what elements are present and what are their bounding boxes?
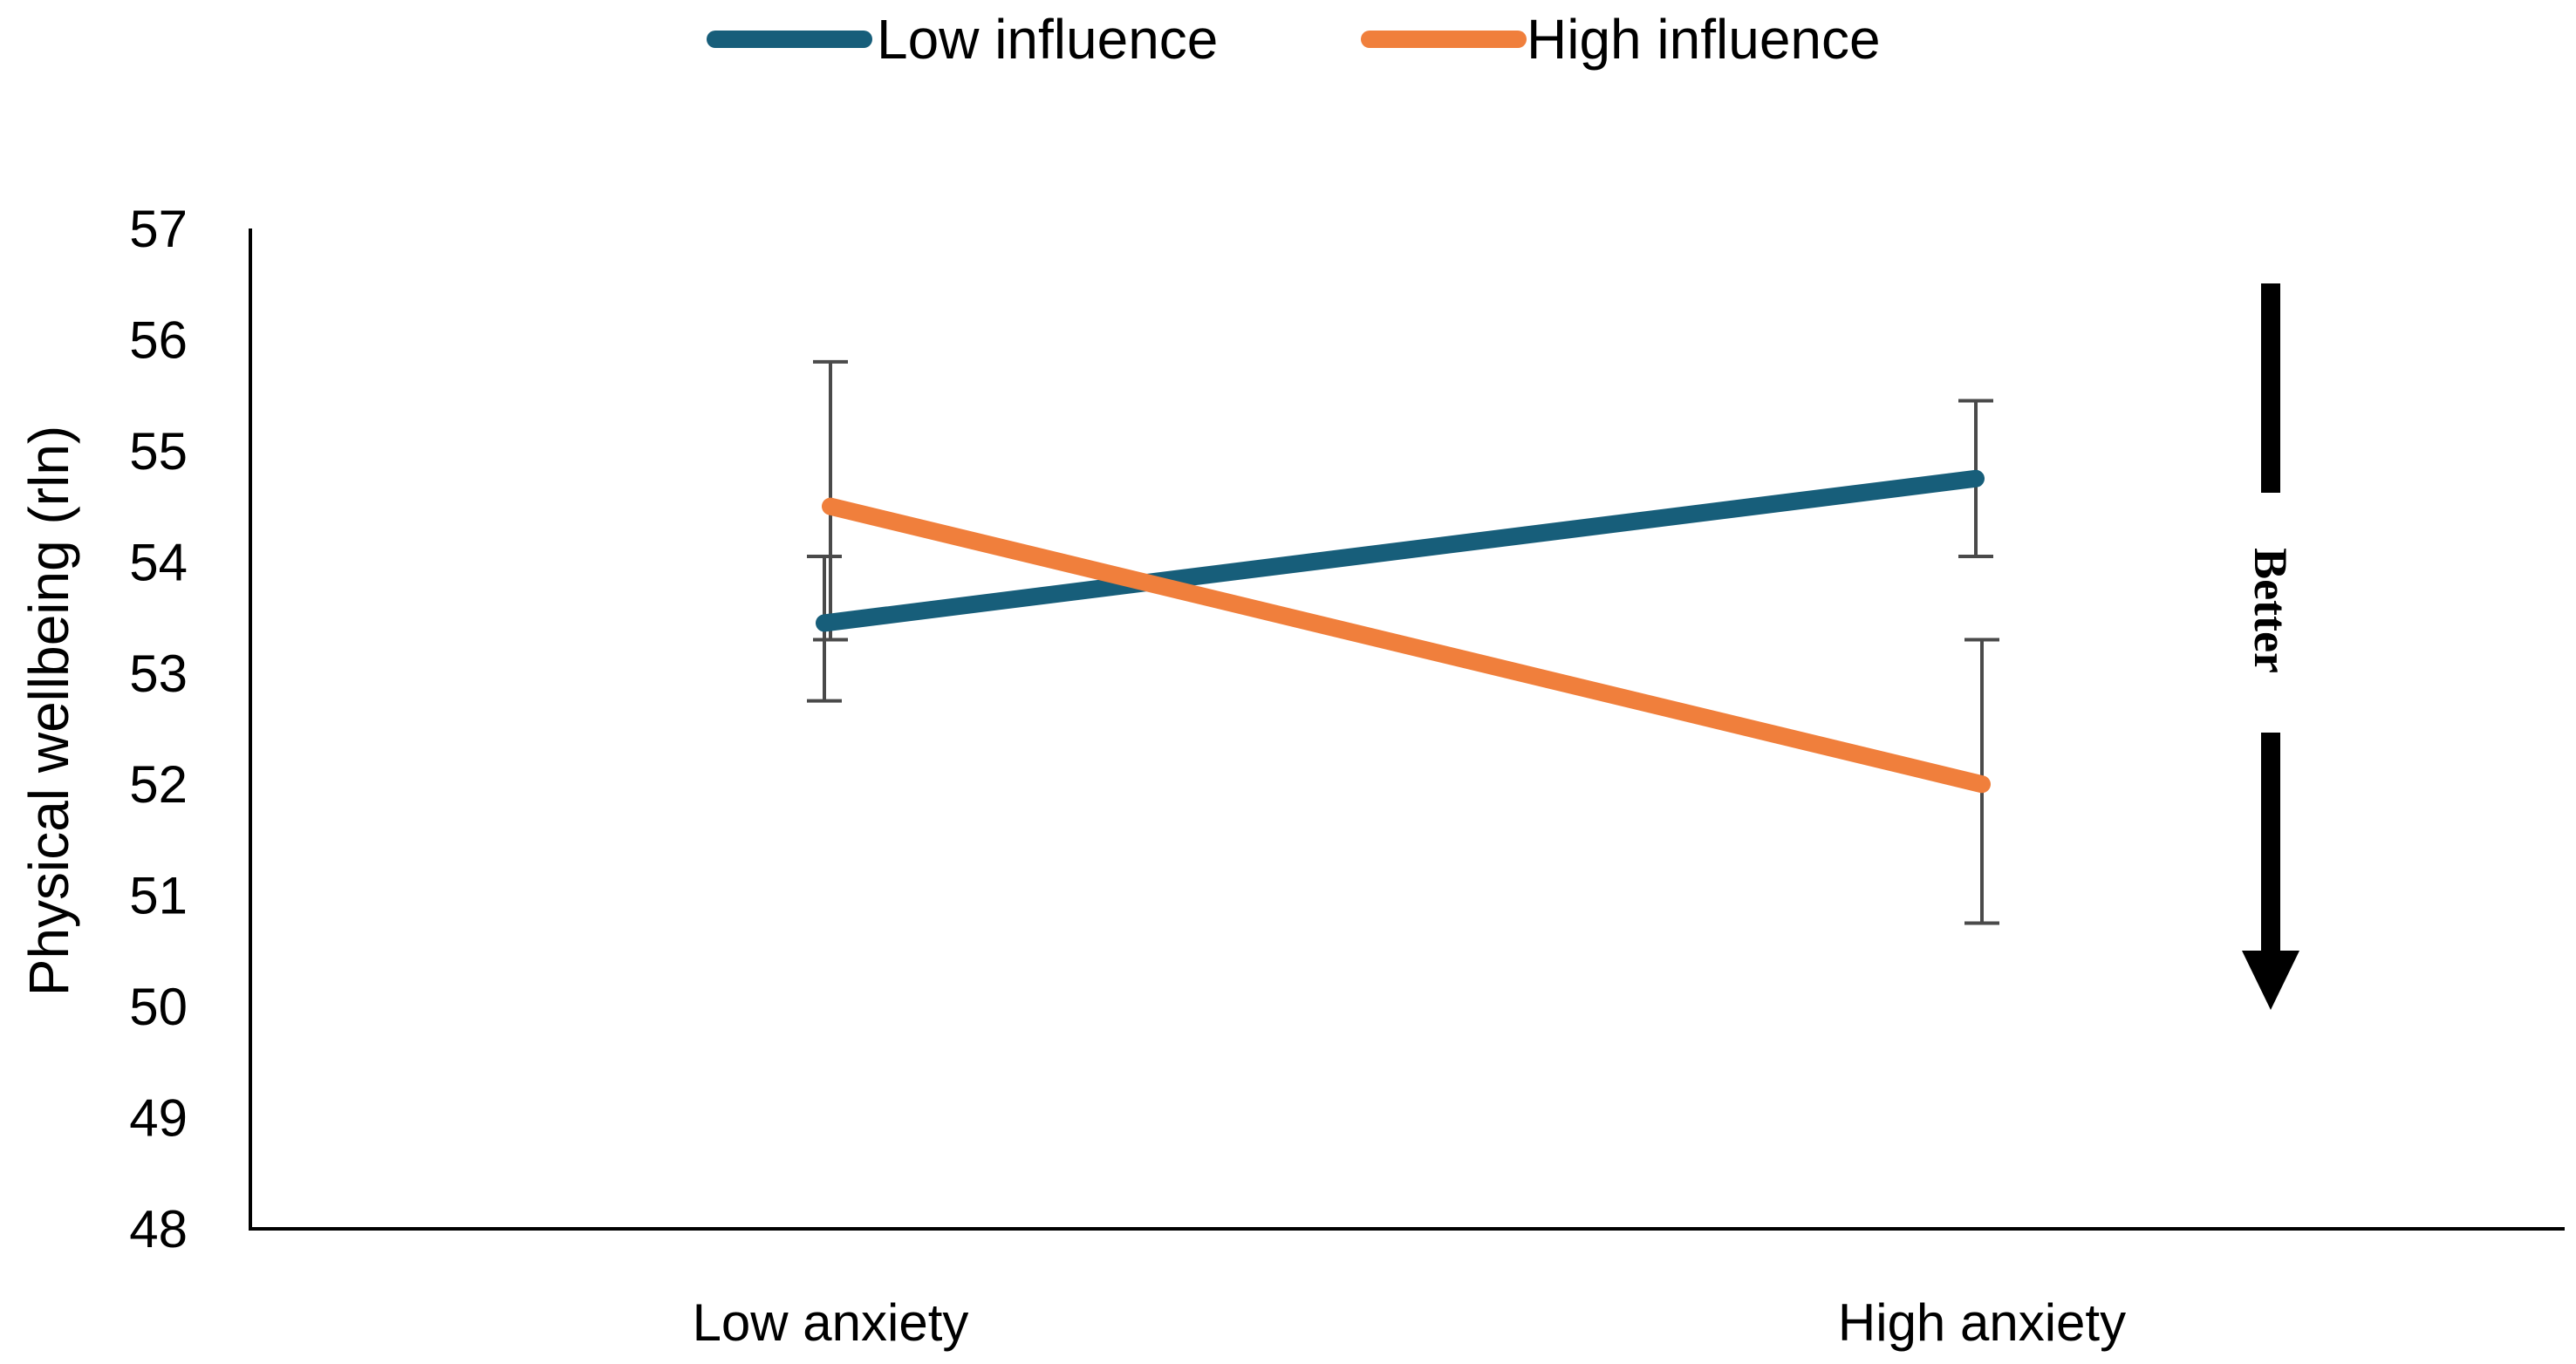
better-arrow-shaft-top	[2261, 283, 2280, 493]
y-tick-label: 53	[129, 644, 188, 703]
better-arrow-shaft-bottom	[2261, 733, 2280, 956]
legend-label-low-influence: Low influence	[877, 8, 1218, 71]
y-tick-label: 49	[129, 1089, 188, 1148]
y-tick-label: 54	[129, 533, 188, 591]
y-tick-label: 48	[129, 1200, 188, 1258]
better-arrow-head	[2242, 951, 2299, 1010]
series-line-high-influence	[822, 497, 1991, 794]
series-lines	[816, 469, 1991, 794]
y-tick-label: 52	[129, 755, 188, 814]
y-tick-label: 51	[129, 867, 188, 925]
series-line-low-influence	[816, 469, 1985, 632]
legend-label-high-influence: High influence	[1527, 8, 1881, 71]
better-label: Better	[2245, 548, 2297, 673]
y-tick-label: 50	[129, 978, 188, 1036]
legend: Low influence High influence	[707, 8, 1881, 71]
x-tick-label-low-anxiety: Low anxiety	[693, 1293, 969, 1352]
y-tick-label: 57	[129, 200, 188, 258]
x-tick-label-high-anxiety: High anxiety	[1838, 1293, 2126, 1352]
y-axis-title: Physical wellbeing (rln)	[17, 426, 80, 996]
y-tick-label: 55	[129, 422, 188, 481]
y-ticks: 48 49 50 51 52 53 54 55 56 57	[129, 200, 188, 1258]
better-arrow: Better	[2242, 283, 2299, 1010]
y-tick-label: 56	[129, 310, 188, 369]
x-ticks: Low anxiety High anxiety	[693, 1293, 2127, 1352]
